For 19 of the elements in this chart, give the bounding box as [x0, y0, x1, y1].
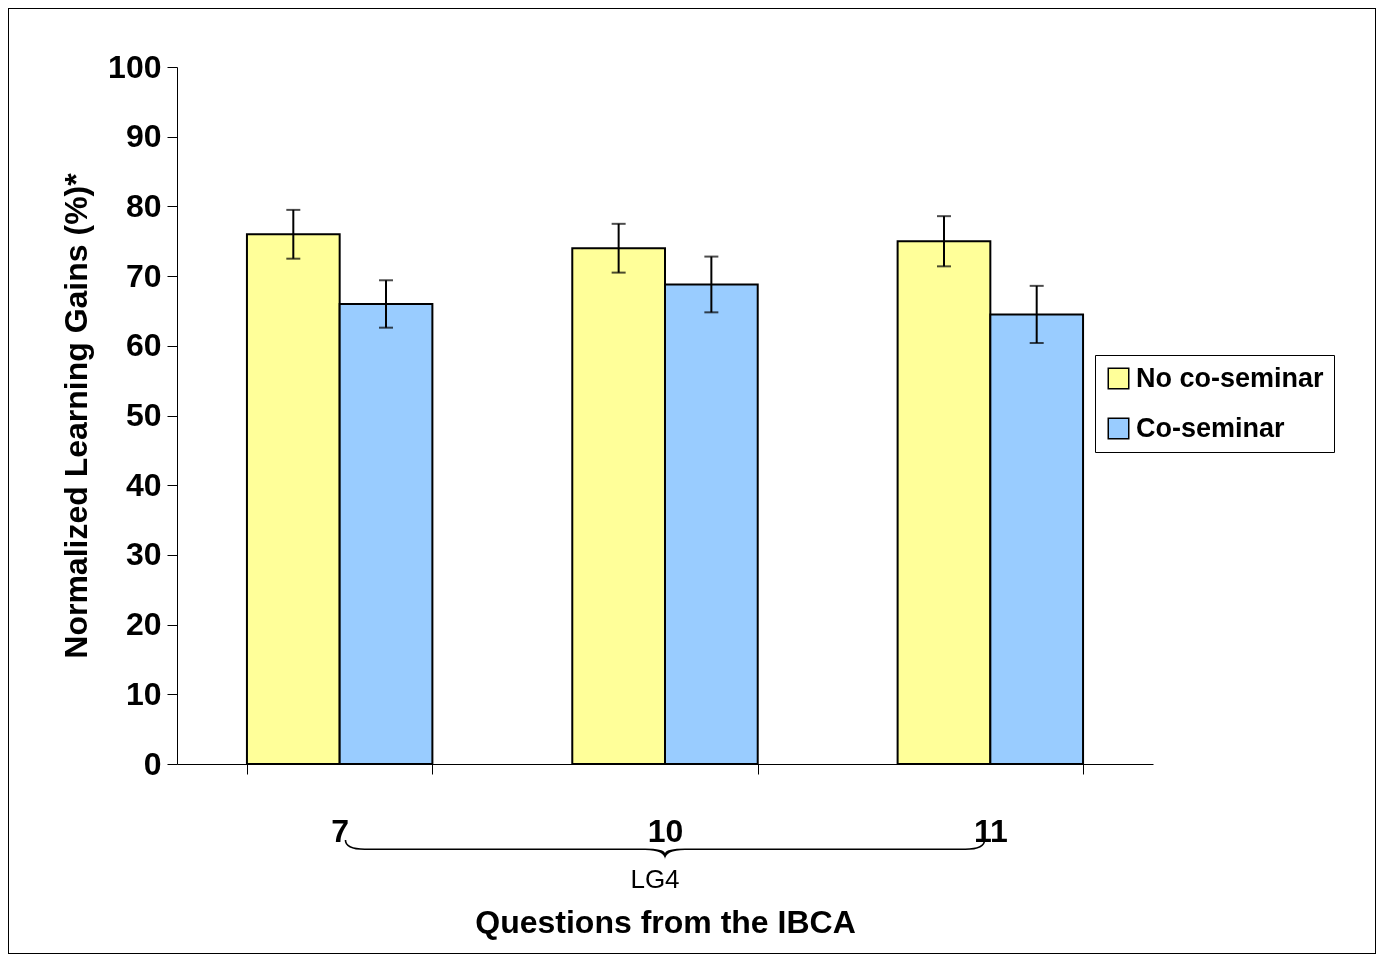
y-tick-label: 70 — [125, 257, 162, 294]
y-axis-title: Normalized Learning Gains (%)* — [58, 172, 95, 659]
y-tick-label: 90 — [125, 118, 162, 155]
x-tick-label: 7 — [331, 812, 350, 849]
y-tick-label: 80 — [125, 187, 162, 224]
y-tick-label: 60 — [125, 327, 162, 364]
y-tick-label: 0 — [143, 745, 162, 782]
y-tick-label: 10 — [125, 675, 162, 712]
x-tick-label: 10 — [647, 812, 684, 849]
y-tick-label: 100 — [108, 48, 162, 85]
y-tick-label: 40 — [125, 466, 162, 503]
legend-label: Co-seminar — [1136, 412, 1286, 443]
y-tick-label: 50 — [125, 397, 162, 433]
y-tick-label: 20 — [125, 606, 162, 643]
x-tick-label: 11 — [973, 812, 1008, 849]
y-tick-label: 30 — [125, 536, 162, 573]
text: LG4 — [630, 864, 680, 894]
x-axis-title: Questions from the IBCA — [475, 903, 856, 940]
legend-label: No co-seminar — [1136, 362, 1325, 393]
